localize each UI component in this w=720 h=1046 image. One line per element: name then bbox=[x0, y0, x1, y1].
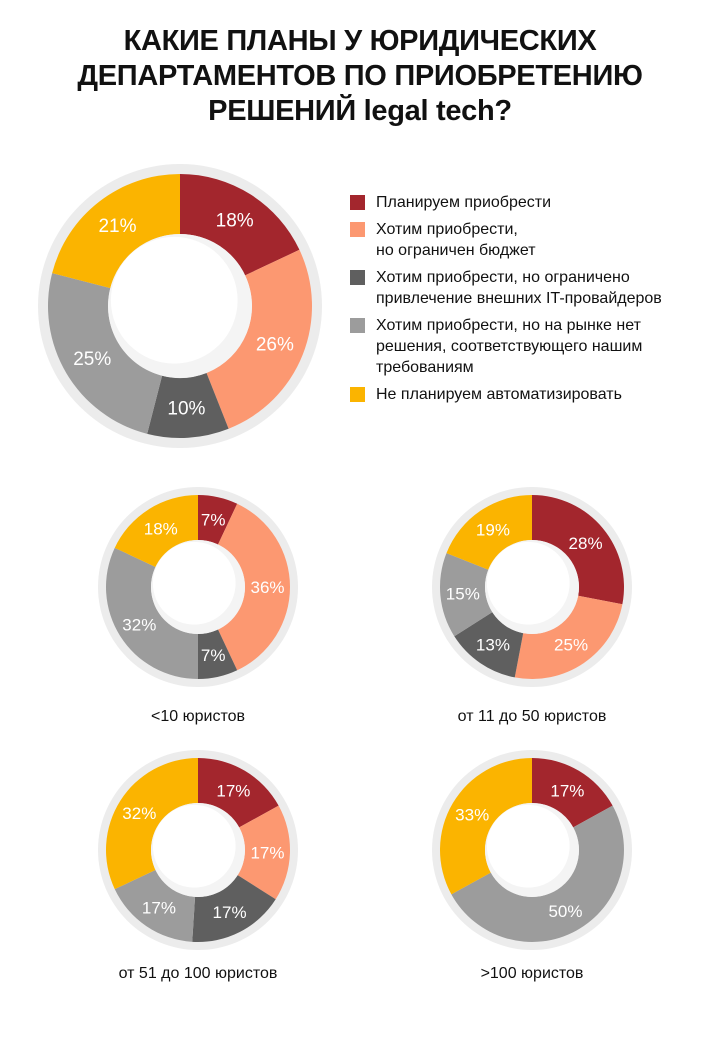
donut-slice bbox=[105, 547, 198, 679]
legend-swatch bbox=[350, 222, 365, 237]
legend-item: Планируем приобрести bbox=[350, 192, 700, 213]
slice-label: 21% bbox=[98, 216, 136, 237]
donut-chart-4: 17% 50% 33% bbox=[432, 750, 632, 950]
legend-label: Не планируем автоматизировать bbox=[376, 384, 700, 405]
donut-hole-highlight bbox=[110, 236, 238, 364]
donut-hole-highlight bbox=[486, 804, 570, 888]
donut-chart-1: 7% 36% 7% 32% 18% bbox=[98, 487, 298, 687]
slice-label: 25% bbox=[554, 636, 588, 655]
slice-label: 36% bbox=[250, 578, 284, 597]
slice-label: 28% bbox=[569, 534, 603, 553]
donut-slice bbox=[198, 629, 238, 679]
donut-hole-highlight bbox=[152, 541, 236, 625]
slice-label: 15% bbox=[446, 585, 480, 604]
legend-item: Хотим приобрести, но ограничен бюджет bbox=[350, 219, 700, 261]
legend-label-line: Не планируем автоматизировать bbox=[376, 386, 622, 403]
legend-label-line: но ограничен бюджет bbox=[376, 242, 536, 259]
slice-label: 32% bbox=[122, 804, 156, 823]
donut-slice bbox=[147, 372, 229, 438]
donut-slice bbox=[192, 875, 276, 942]
donut-hole-highlight bbox=[486, 541, 570, 625]
legend-swatch bbox=[350, 387, 365, 402]
legend-swatch bbox=[350, 270, 365, 285]
donut-slice bbox=[198, 758, 279, 828]
donut-slice bbox=[237, 805, 290, 900]
legend-swatch bbox=[350, 195, 365, 210]
legend-item: Не планируем автоматизировать bbox=[350, 384, 700, 405]
donut-slice bbox=[446, 495, 532, 570]
legend-label: Планируем приобрести bbox=[376, 192, 700, 213]
donut-slice bbox=[532, 758, 613, 828]
caption-small-firm: <10 юристов bbox=[151, 708, 245, 725]
legend-label: Хотим приобрести, но на рынке нет решения… bbox=[376, 315, 700, 378]
page-title: КАКИЕ ПЛАНЫ У ЮРИДИЧЕСКИХ ДЕПАРТАМЕНТОВ … bbox=[40, 24, 680, 129]
title-line-2: ДЕПАРТАМЕНТОВ ПО ПРИОБРЕТЕНИЮ bbox=[77, 60, 643, 92]
title-line-1: КАКИЕ ПЛАНЫ У ЮРИДИЧЕСКИХ bbox=[123, 25, 597, 57]
donut-slice bbox=[105, 758, 198, 890]
slice-label: 17% bbox=[216, 781, 250, 800]
donut-slice bbox=[180, 174, 300, 276]
legend-label-line: Планируем приобрести bbox=[376, 194, 552, 211]
legend-label-line: Хотим приобрести, bbox=[376, 221, 518, 238]
title-line-3: РЕШЕНИЙ legal tech? bbox=[208, 95, 512, 127]
slice-label: 17% bbox=[142, 899, 176, 918]
slice-label: 18% bbox=[216, 211, 254, 232]
donut-slice bbox=[532, 495, 624, 605]
slice-label: 18% bbox=[144, 519, 178, 538]
caption-mid-firm: от 11 до 50 юристов bbox=[457, 708, 607, 725]
donut-slice bbox=[514, 595, 623, 679]
slice-label: 13% bbox=[476, 636, 510, 655]
donut-slice bbox=[52, 174, 181, 289]
donut-slice bbox=[440, 758, 532, 895]
slice-label: 7% bbox=[201, 646, 226, 665]
donut-slice bbox=[47, 273, 163, 434]
donut-slice bbox=[206, 249, 312, 429]
donut-hole-highlight bbox=[152, 804, 236, 888]
legend-label-line: Хотим приобрести, но ограничено bbox=[376, 269, 630, 286]
legend-label: Хотим приобрести, но ограничен бюджет bbox=[376, 219, 700, 261]
legend: Планируем приобрести Хотим приобрести, но … bbox=[350, 192, 700, 411]
slice-label: 26% bbox=[256, 334, 294, 355]
caption-large-firm: от 51 до 100 юристов bbox=[118, 965, 278, 982]
slice-label: 17% bbox=[550, 781, 584, 800]
slice-label: 50% bbox=[548, 902, 582, 921]
donut-chart-0: 18% 26% 10% 25% 21% bbox=[38, 164, 322, 448]
slice-label: 19% bbox=[476, 521, 510, 540]
donut-slice bbox=[454, 612, 524, 678]
legend-item: Хотим приобрести, но на рынке нет решения… bbox=[350, 315, 700, 378]
legend-swatch bbox=[350, 318, 365, 333]
legend-item: Хотим приобрести, но ограничено привлечен… bbox=[350, 267, 700, 309]
slice-label: 10% bbox=[167, 399, 205, 420]
legend-label-line: Хотим приобрести, но на рынке нет bbox=[376, 317, 641, 334]
donut-slice bbox=[440, 553, 493, 637]
donut-chart-3: 17% 17% 17% 17% 32% bbox=[98, 750, 298, 950]
legend-label-line: решения, соответствующего нашим bbox=[376, 338, 643, 355]
legend-label: Хотим приобрести, но ограничено привлечен… bbox=[376, 267, 700, 309]
slice-label: 32% bbox=[122, 615, 156, 634]
donut-slice bbox=[114, 870, 196, 942]
legend-label-line: требованиям bbox=[376, 359, 474, 376]
slice-label: 7% bbox=[201, 510, 226, 529]
slice-label: 33% bbox=[455, 806, 489, 825]
donut-slice bbox=[198, 495, 238, 545]
donut-slice bbox=[451, 805, 624, 942]
caption-xl-firm: >100 юристов bbox=[480, 965, 584, 982]
donut-slice bbox=[114, 495, 198, 567]
slice-label: 17% bbox=[213, 903, 247, 922]
donut-chart-2: 28% 25% 13% 15% 19% bbox=[432, 487, 632, 687]
donut-slice bbox=[218, 503, 291, 671]
legend-label-line: привлечение внешних IT-провайдеров bbox=[376, 290, 662, 307]
slice-label: 25% bbox=[73, 349, 111, 370]
slice-label: 17% bbox=[250, 843, 284, 862]
